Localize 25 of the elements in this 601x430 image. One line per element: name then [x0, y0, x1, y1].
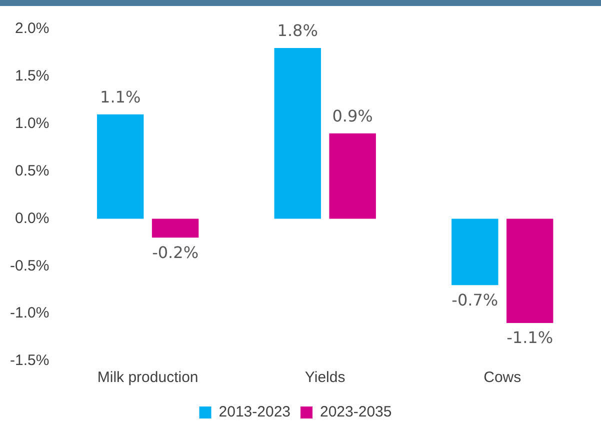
- bar: [452, 218, 498, 286]
- x-tick-label: Cows: [484, 369, 522, 386]
- y-tick-label: 0.5%: [14, 162, 50, 180]
- data-label: 1.8%: [277, 21, 318, 40]
- data-label: -0.2%: [152, 242, 199, 262]
- bar: [96, 114, 144, 219]
- legend-label: 2023-2035: [320, 404, 392, 421]
- x-tick-label: Milk production: [97, 369, 198, 386]
- data-label: -1.1%: [506, 328, 554, 348]
- bar: [152, 218, 199, 238]
- bar: [506, 218, 554, 324]
- y-tick-label: 0.0%: [14, 210, 50, 227]
- y-tick-label: 2.0%: [14, 20, 50, 38]
- bar: [274, 48, 321, 219]
- legend-label: 2013-2023: [218, 404, 290, 421]
- y-tick-label: -0.5%: [10, 257, 50, 274]
- x-tick-label: Yields: [304, 369, 346, 386]
- y-tick-label: 1.5%: [14, 68, 50, 85]
- y-tick-label: 1.0%: [14, 115, 50, 132]
- y-tick-label: -1.0%: [10, 304, 50, 322]
- data-label: 0.9%: [332, 106, 373, 126]
- data-label: 1.1%: [100, 88, 141, 107]
- data-label: -0.7%: [452, 290, 498, 310]
- y-tick-label: -1.5%: [10, 352, 50, 370]
- bar: [329, 133, 376, 219]
